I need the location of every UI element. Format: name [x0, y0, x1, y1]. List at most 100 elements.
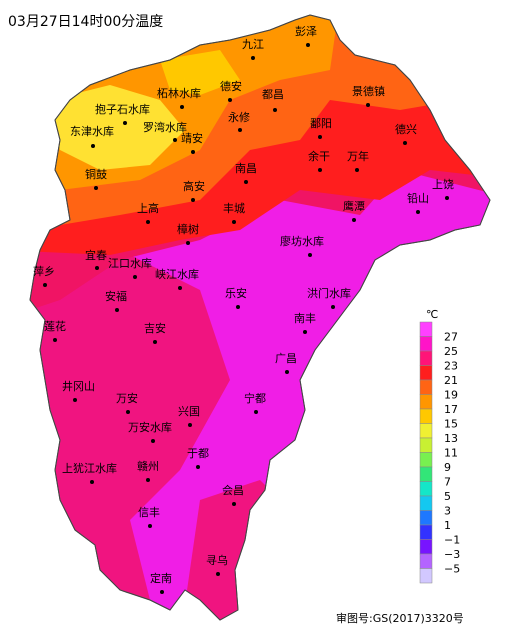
- city-label: 铅山: [407, 191, 429, 205]
- city-dot: [228, 98, 232, 102]
- legend-label: 15: [444, 418, 458, 431]
- legend-swatch: [419, 481, 433, 497]
- city-dot: [403, 141, 407, 145]
- city-dot: [251, 56, 255, 60]
- city-dot: [254, 410, 258, 414]
- city-label: 广昌: [275, 352, 297, 365]
- city-label: 靖安: [181, 131, 203, 145]
- legend-swatch: [419, 321, 433, 337]
- city-label: 吉安: [144, 321, 166, 335]
- legend-swatch: [419, 524, 433, 540]
- city-label: 樟树: [177, 222, 199, 236]
- city-label: 鄱阳: [310, 117, 332, 130]
- city-label: 抱子石水库: [95, 102, 150, 116]
- city-dot: [178, 286, 182, 290]
- city-label: 井冈山: [62, 379, 95, 393]
- city-label: 鹰潭: [343, 199, 365, 213]
- city-label: 德安: [220, 79, 242, 93]
- city-dot: [355, 168, 359, 172]
- city-label: 兴国: [178, 405, 200, 418]
- city-label: 东津水库: [70, 125, 114, 138]
- city-dot: [94, 186, 98, 190]
- legend-label: −3: [444, 548, 460, 561]
- city-dot: [186, 241, 190, 245]
- city-label: 铜鼓: [85, 167, 107, 181]
- city-dot: [331, 305, 335, 309]
- city-dot: [188, 423, 192, 427]
- city-label: 上犹江水库: [62, 462, 117, 475]
- city-label: 信丰: [138, 506, 160, 519]
- city-label: 余干: [308, 149, 330, 163]
- city-label: 宁都: [244, 391, 266, 405]
- legend-label: 27: [444, 331, 458, 344]
- city-dot: [191, 150, 195, 154]
- city-dot: [416, 210, 420, 214]
- legend-swatch: [419, 568, 433, 584]
- legend-swatch: [419, 336, 433, 352]
- legend-swatch: [419, 394, 433, 410]
- city-dot: [180, 105, 184, 109]
- legend-swatch: [419, 437, 433, 453]
- city-dot: [232, 502, 236, 506]
- city-label: 会昌: [222, 484, 244, 497]
- city-dot: [146, 220, 150, 224]
- legend-label: 7: [444, 476, 451, 489]
- city-dot: [196, 465, 200, 469]
- city-dot: [43, 283, 47, 287]
- city-label: 江口水库: [108, 257, 152, 270]
- city-label: 都昌: [262, 88, 284, 101]
- city-label: 柘林水库: [157, 86, 201, 100]
- city-dot: [148, 524, 152, 528]
- legend-label: 1: [444, 519, 451, 532]
- city-label: 安福: [105, 289, 127, 303]
- city-dot: [90, 480, 94, 484]
- legend-swatch: [419, 379, 433, 395]
- city-dot: [303, 330, 307, 334]
- legend-swatch: [419, 466, 433, 482]
- city-dot: [123, 121, 127, 125]
- approval-number: 审图号:GS(2017)3320号: [336, 611, 464, 625]
- city-dot: [151, 439, 155, 443]
- city-label: 万年: [347, 149, 369, 163]
- city-label: 永修: [228, 110, 250, 124]
- city-label: 上高: [137, 201, 159, 215]
- city-label: 罗湾水库: [143, 120, 187, 134]
- legend-label: 11: [444, 447, 458, 460]
- legend-unit: ℃: [426, 308, 438, 321]
- city-label: 莲花: [44, 320, 66, 333]
- legend-label: 9: [444, 461, 451, 474]
- legend-swatch: [419, 539, 433, 555]
- city-label: 定南: [150, 571, 172, 585]
- city-dot: [115, 308, 119, 312]
- city-label: 洪门水库: [307, 286, 351, 300]
- city-dot: [73, 398, 77, 402]
- city-label: 丰城: [223, 202, 245, 215]
- city-label: 南昌: [235, 162, 257, 175]
- city-label: 于都: [187, 447, 209, 460]
- legend-swatch: [419, 365, 433, 381]
- city-dot: [53, 338, 57, 342]
- city-label: 景德镇: [352, 84, 385, 98]
- legend-swatch: [419, 510, 433, 526]
- city-label: 万安水库: [128, 420, 172, 434]
- title: 03月27日14时00分温度: [8, 14, 163, 30]
- city-label: 上饶: [432, 178, 454, 191]
- city-dot: [153, 340, 157, 344]
- legend-label: −5: [444, 563, 460, 576]
- city-label: 乐安: [225, 286, 247, 300]
- city-dot: [91, 144, 95, 148]
- city-dot: [126, 410, 130, 414]
- city-label: 南丰: [294, 312, 316, 325]
- province-border: [29, 14, 491, 621]
- city-label: 彭泽: [295, 24, 317, 38]
- city-dot: [352, 218, 356, 222]
- city-label: 万安: [116, 391, 138, 405]
- city-label: 九江: [242, 38, 264, 51]
- city-dot: [191, 198, 195, 202]
- legend-swatch: [419, 423, 433, 439]
- city-dot: [244, 180, 248, 184]
- city-label: 萍乡: [33, 265, 55, 278]
- legend-swatch: [419, 408, 433, 424]
- legend-label: 13: [444, 432, 458, 445]
